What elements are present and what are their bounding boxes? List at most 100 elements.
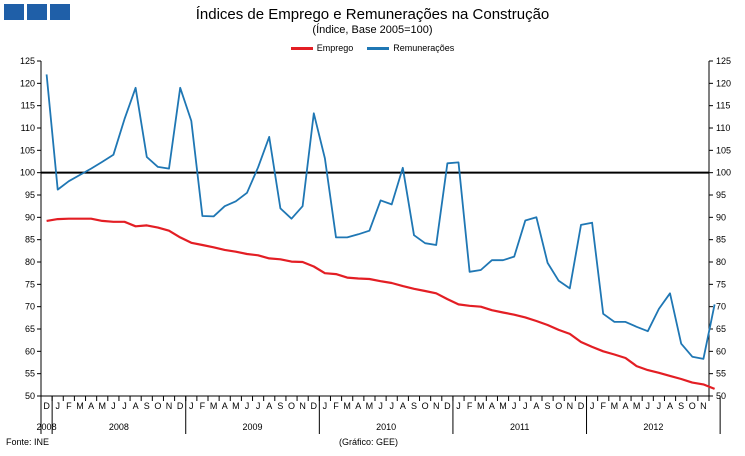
- month-label: S: [411, 401, 417, 411]
- y-tick-label-right: 120: [716, 78, 731, 88]
- month-label: M: [343, 401, 351, 411]
- month-label: A: [667, 401, 673, 411]
- legend-swatch-emprego: [290, 46, 313, 50]
- month-label: A: [489, 401, 495, 411]
- chart-title: Índices de Emprego e Remunerações na Con…: [195, 6, 550, 23]
- month-label: A: [266, 401, 272, 411]
- y-tick-label-left: 50: [25, 391, 35, 401]
- month-label: F: [333, 401, 339, 411]
- month-label: A: [88, 401, 94, 411]
- year-label: 2010: [376, 422, 396, 432]
- month-label: S: [678, 401, 684, 411]
- month-label: F: [467, 401, 473, 411]
- month-label: O: [288, 401, 295, 411]
- month-label: D: [177, 401, 184, 411]
- y-tick-label-left: 60: [25, 346, 35, 356]
- month-label: A: [133, 401, 139, 411]
- month-label: M: [210, 401, 218, 411]
- legend-item-emprego: Emprego: [290, 43, 354, 53]
- legend-label-emprego: Emprego: [316, 43, 354, 53]
- y-tick-label-right: 60: [716, 346, 726, 356]
- brand-logo: [4, 4, 70, 20]
- month-label: O: [154, 401, 161, 411]
- month-label: D: [578, 401, 585, 411]
- month-label: J: [389, 401, 394, 411]
- y-tick-label-right: 70: [716, 302, 726, 312]
- year-label: 2008: [37, 422, 57, 432]
- month-label: O: [689, 401, 696, 411]
- month-label: J: [189, 401, 194, 411]
- series-line-emprego: [46, 217, 716, 390]
- legend-swatch-remuneracoes: [367, 46, 390, 50]
- y-tick-label-left: 100: [20, 168, 35, 178]
- y-tick-label-right: 100: [716, 168, 731, 178]
- y-tick-label-left: 90: [25, 212, 35, 222]
- month-label: N: [567, 401, 574, 411]
- month-label: F: [200, 401, 206, 411]
- month-label: N: [166, 401, 173, 411]
- month-label: D: [444, 401, 451, 411]
- month-label: F: [66, 401, 72, 411]
- month-label: M: [633, 401, 641, 411]
- y-tick-label-left: 115: [21, 101, 35, 111]
- month-label: S: [144, 401, 150, 411]
- month-label: J: [323, 401, 328, 411]
- month-label: S: [545, 401, 551, 411]
- month-label: A: [622, 401, 628, 411]
- y-tick-label-left: 85: [25, 235, 35, 245]
- month-label: N: [700, 401, 707, 411]
- y-tick-label-right: 90: [716, 212, 726, 222]
- month-label: J: [245, 401, 250, 411]
- month-label: D: [43, 401, 50, 411]
- chart-subtitle: (Índice, Base 2005=100): [312, 24, 433, 36]
- y-tick-label-left: 80: [25, 257, 35, 267]
- month-label: D: [311, 401, 318, 411]
- chart-legend: Emprego Remunerações: [0, 43, 745, 53]
- y-tick-label-left: 70: [25, 302, 35, 312]
- month-label: J: [512, 401, 517, 411]
- month-label: O: [422, 401, 429, 411]
- y-tick-label-left: 125: [20, 56, 35, 66]
- month-label: N: [433, 401, 440, 411]
- month-label: M: [611, 401, 619, 411]
- month-label: M: [477, 401, 485, 411]
- month-label: A: [222, 401, 228, 411]
- month-label: M: [366, 401, 374, 411]
- logo-block: [4, 4, 24, 20]
- y-tick-label-right: 115: [716, 101, 730, 111]
- y-tick-label-left: 65: [25, 324, 35, 334]
- series-line-remuneracoes: [45, 74, 716, 360]
- month-label: F: [600, 401, 606, 411]
- month-label: J: [523, 401, 528, 411]
- month-label: M: [499, 401, 507, 411]
- month-label: J: [590, 401, 595, 411]
- source-note: Fonte: INE: [6, 437, 50, 447]
- month-label: A: [533, 401, 539, 411]
- year-label: 2012: [643, 422, 663, 432]
- y-tick-label-left: 55: [25, 369, 35, 379]
- year-label: 2009: [243, 422, 263, 432]
- y-tick-label-left: 105: [20, 145, 35, 155]
- month-label: M: [76, 401, 84, 411]
- y-tick-label-right: 105: [716, 145, 731, 155]
- month-label: N: [299, 401, 306, 411]
- y-tick-label-right: 125: [716, 56, 731, 66]
- month-label: J: [456, 401, 461, 411]
- year-label: 2008: [109, 422, 129, 432]
- y-tick-label-right: 95: [716, 190, 726, 200]
- month-label: A: [355, 401, 361, 411]
- month-label: J: [378, 401, 383, 411]
- month-label: A: [400, 401, 406, 411]
- month-label: J: [657, 401, 662, 411]
- y-tick-label-right: 50: [716, 391, 726, 401]
- y-tick-label-right: 75: [716, 279, 726, 289]
- y-tick-label-left: 110: [21, 123, 35, 133]
- month-label: M: [98, 401, 106, 411]
- y-tick-label-left: 95: [25, 190, 35, 200]
- y-tick-label-right: 85: [716, 235, 726, 245]
- legend-item-remuneracoes: Remunerações: [367, 43, 454, 53]
- month-label: M: [232, 401, 240, 411]
- month-label: S: [277, 401, 283, 411]
- y-tick-label-right: 55: [716, 369, 726, 379]
